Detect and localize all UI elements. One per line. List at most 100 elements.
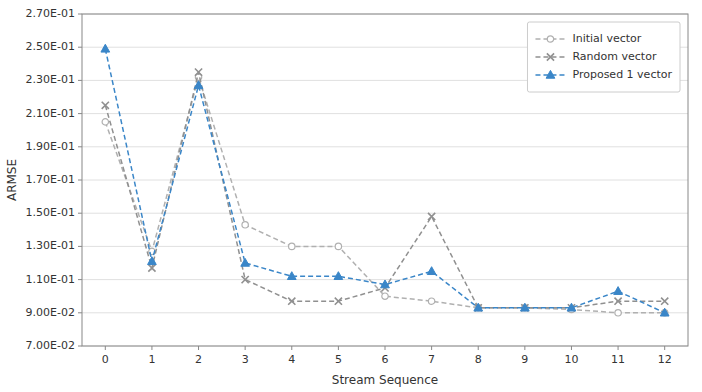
- point-marker: [661, 298, 668, 305]
- point-marker: [474, 303, 483, 311]
- legend-marker: [547, 53, 554, 60]
- point-marker: [428, 298, 434, 304]
- tick-label: 1.70E-01: [26, 173, 75, 186]
- tick-mark: [151, 346, 152, 350]
- tick-mark: [245, 346, 246, 350]
- point-marker: [102, 102, 109, 109]
- tick-mark: [78, 146, 82, 147]
- point-marker: [287, 272, 296, 280]
- point-marker: [615, 310, 621, 316]
- point-marker: [148, 264, 155, 271]
- tick-mark: [524, 346, 525, 350]
- point-marker: [381, 280, 390, 288]
- tick-label: 1.50E-01: [26, 206, 75, 219]
- point-marker: [335, 298, 342, 305]
- series: [102, 74, 668, 316]
- tick-label: 1: [148, 353, 155, 366]
- tick-label: 8: [475, 353, 482, 366]
- tick-mark: [664, 346, 665, 350]
- grid-line: [82, 246, 688, 247]
- y-axis-label: ARMSE: [5, 159, 19, 201]
- tick-mark: [338, 346, 339, 350]
- tick-label: 7.00E-02: [26, 339, 75, 352]
- point-marker: [102, 119, 108, 125]
- tick-mark: [78, 246, 82, 247]
- series-line: [105, 72, 664, 308]
- tick-mark: [571, 346, 572, 350]
- legend-box: [527, 22, 680, 92]
- tick-label: 3: [242, 353, 249, 366]
- point-marker: [614, 298, 621, 305]
- legend-label: Random vector: [572, 50, 656, 63]
- tick-mark: [478, 346, 479, 350]
- chart: 7.00E-029.00E-021.10E-011.30E-011.50E-01…: [0, 0, 702, 392]
- point-marker: [242, 276, 249, 283]
- grid-line: [82, 146, 688, 147]
- series: [102, 69, 669, 312]
- tick-label: 12: [658, 353, 672, 366]
- tick-label: 6: [382, 353, 389, 366]
- tick-mark: [105, 346, 106, 350]
- point-marker: [289, 243, 295, 249]
- point-marker: [148, 257, 157, 265]
- tick-mark: [78, 213, 82, 214]
- point-marker: [475, 304, 482, 311]
- point-marker: [241, 258, 250, 266]
- tick-mark: [78, 180, 82, 181]
- legend-marker: [547, 36, 553, 42]
- point-marker: [195, 69, 202, 76]
- plot-frame: [82, 14, 688, 346]
- point-marker: [660, 308, 669, 316]
- tick-label: 2.50E-01: [26, 40, 75, 53]
- tick-label: 11: [611, 353, 625, 366]
- legend-label: Proposed 1 vector: [572, 68, 672, 81]
- legend-label: Initial vector: [572, 32, 641, 45]
- grid-line: [82, 312, 688, 313]
- tick-mark: [78, 113, 82, 114]
- tick-mark: [78, 80, 82, 81]
- tick-mark: [198, 346, 199, 350]
- tick-mark: [78, 279, 82, 280]
- tick-label: 2.10E-01: [26, 107, 75, 120]
- tick-label: 5: [335, 353, 342, 366]
- point-marker: [242, 222, 248, 228]
- legend-marker: [546, 70, 555, 78]
- tick-label: 2.70E-01: [26, 7, 75, 20]
- point-marker: [568, 304, 575, 311]
- point-marker: [101, 44, 110, 52]
- tick-label: 1.90E-01: [26, 140, 75, 153]
- tick-mark: [385, 346, 386, 350]
- point-marker: [288, 298, 295, 305]
- point-marker: [614, 287, 623, 295]
- point-marker: [521, 304, 528, 311]
- x-axis: 0123456789101112: [102, 346, 672, 366]
- tick-label: 7: [428, 353, 435, 366]
- tick-mark: [78, 312, 82, 313]
- tick-mark: [78, 346, 82, 347]
- tick-label: 9: [521, 353, 528, 366]
- x-axis-label: Stream Sequence: [332, 373, 438, 387]
- tick-mark: [291, 346, 292, 350]
- tick-label: 10: [564, 353, 578, 366]
- point-marker: [567, 303, 576, 311]
- tick-label: 4: [288, 353, 295, 366]
- tick-label: 0: [102, 353, 109, 366]
- tick-mark: [618, 346, 619, 350]
- tick-label: 9.00E-02: [26, 306, 75, 319]
- tick-mark: [431, 346, 432, 350]
- point-marker: [427, 267, 436, 275]
- legend: Initial vector Random vector Proposed 1 ve…: [527, 22, 680, 92]
- point-marker: [520, 303, 529, 311]
- tick-label: 2.30E-01: [26, 73, 75, 86]
- point-marker: [335, 243, 341, 249]
- point-marker: [382, 293, 388, 299]
- grid-line: [82, 213, 688, 214]
- tick-mark: [78, 47, 82, 48]
- y-axis: 7.00E-029.00E-021.10E-011.30E-011.50E-01…: [26, 7, 688, 352]
- point-marker: [334, 272, 343, 280]
- grid-line: [82, 113, 688, 114]
- tick-label: 2: [195, 353, 202, 366]
- point-marker: [194, 81, 203, 89]
- tick-mark: [78, 14, 82, 15]
- plot-area: [82, 14, 688, 346]
